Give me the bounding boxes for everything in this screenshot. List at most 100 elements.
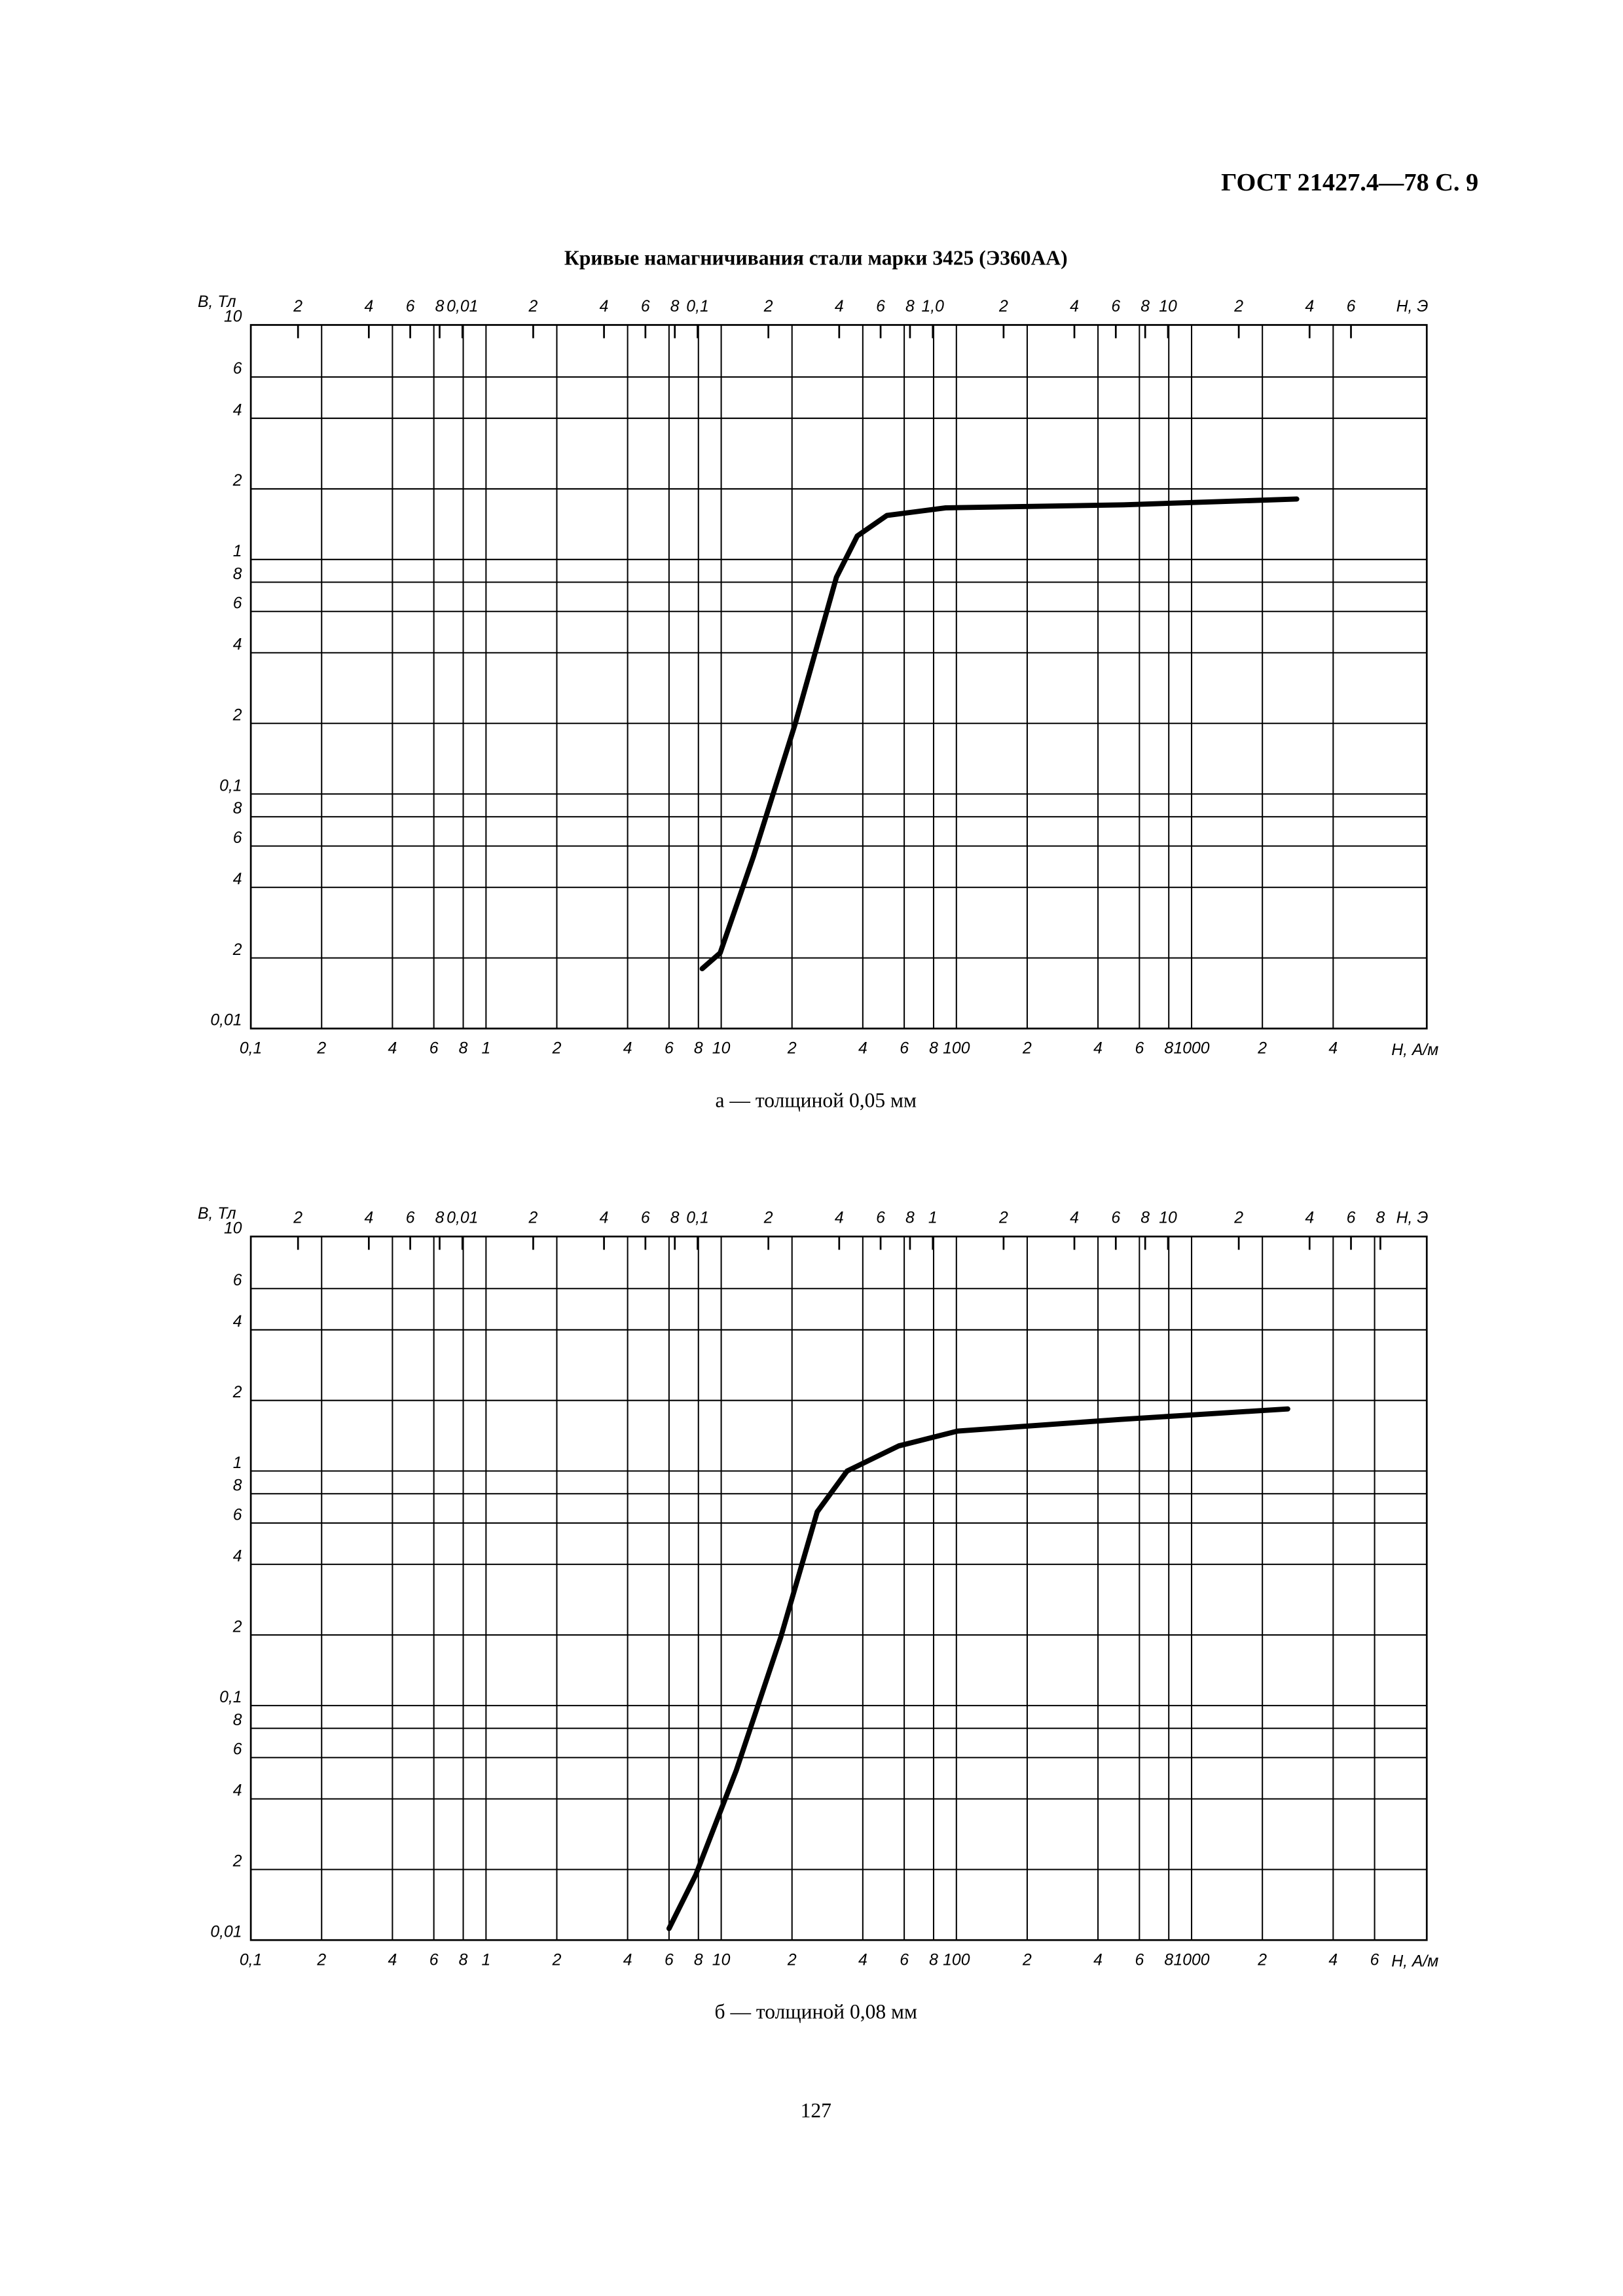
x2-tick-label: 8 [1140, 298, 1150, 315]
x2-tick-label: 4 [364, 1210, 373, 1227]
x2-tick-label: 6 [876, 298, 885, 315]
y-tick-label: 4 [233, 1313, 242, 1331]
x-tick-label: 4 [858, 1040, 867, 1058]
x2-tick-label: 8 [435, 298, 445, 315]
x-tick-label: 4 [1328, 1040, 1338, 1058]
x-tick-label: 8 [694, 1040, 703, 1058]
y-tick-label: 4 [233, 636, 242, 654]
x-tick-label: 2 [1022, 1040, 1032, 1058]
x-tick-label: 6 [1135, 1951, 1144, 1969]
x2-tick-label: 2 [1233, 298, 1243, 315]
x2-tick-label: 8 [905, 1210, 915, 1227]
x2-tick-label: 4 [364, 298, 373, 315]
x2-tick-label: 6 [1347, 298, 1356, 315]
x-tick-label: 2 [316, 1040, 326, 1058]
x-tick-label: 1000 [1173, 1951, 1209, 1969]
y-tick-label: 6 [233, 1741, 242, 1759]
x-tick-label: 6 [900, 1951, 909, 1969]
x-tick-label: 2 [552, 1951, 562, 1969]
x2-tick-label: 6 [641, 1210, 650, 1227]
x2-tick-label: 1,0 [922, 298, 945, 315]
x2-tick-label: 6 [1347, 1210, 1356, 1227]
x2-tick-label: 4 [1305, 1210, 1314, 1227]
y-tick-label: 8 [233, 565, 242, 583]
x2-tick-label: 10 [1159, 298, 1177, 315]
x-tick-label: 6 [665, 1951, 674, 1969]
x-tick-label: 100 [943, 1040, 970, 1058]
y-tick-label: 4 [233, 401, 242, 419]
x-tick-label: 4 [388, 1040, 397, 1058]
x2-tick-label: 6 [1111, 1210, 1120, 1227]
x-tick-label: 8 [1164, 1951, 1173, 1969]
x-tick-label: 8 [459, 1040, 468, 1058]
y-tick-label: 2 [232, 1384, 242, 1401]
x2-tick-label: 2 [528, 1210, 538, 1227]
x-tick-label: 4 [623, 1951, 632, 1969]
x-tick-label: 2 [316, 1951, 326, 1969]
y-tick-label: 4 [233, 1547, 242, 1565]
y-tick-label: 2 [232, 941, 242, 959]
x-tick-label: 2 [1257, 1951, 1267, 1969]
y-tick-label: 10 [224, 1219, 242, 1237]
y-tick-label: 6 [233, 595, 242, 613]
y-tick-label: 2 [232, 707, 242, 725]
y-axis-label: B, Тл [198, 293, 236, 311]
x2-tick-label: 2 [763, 298, 773, 315]
x-tick-label: 1 [481, 1951, 490, 1969]
y-tick-label: 4 [233, 870, 242, 888]
x2-tick-label: 8 [1140, 1210, 1150, 1227]
y-tick-label: 2 [232, 1618, 242, 1636]
y-tick-label: 4 [233, 1782, 242, 1800]
x2-tick-label: 6 [1111, 298, 1120, 315]
x2-axis-label: H, Э [1396, 298, 1429, 315]
x2-tick-label: 8 [435, 1210, 445, 1227]
x-axis-label: H, А/м [1391, 1953, 1438, 1971]
y-tick-label: 6 [233, 829, 242, 847]
x-tick-label: 4 [1328, 1951, 1338, 1969]
x2-tick-label: 8 [670, 298, 680, 315]
x2-tick-label: 2 [763, 1210, 773, 1227]
x2-axis-label: H, Э [1396, 1210, 1429, 1227]
y-tick-label: 10 [224, 308, 242, 326]
x2-tick-label: 0,01 [447, 298, 478, 315]
x-tick-label: 8 [929, 1951, 938, 1969]
y-tick-label: 6 [233, 1506, 242, 1524]
y-axis-label: B, Тл [198, 1205, 236, 1223]
caption: а — толщиной 0,05 мм [716, 1088, 917, 1111]
x2-tick-label: 4 [1070, 298, 1079, 315]
x-tick-label: 2 [787, 1040, 797, 1058]
x2-tick-label: 10 [1159, 1210, 1177, 1227]
x-tick-label: 8 [929, 1040, 938, 1058]
x-tick-label: 2 [552, 1040, 562, 1058]
y-tick-label: 0,1 [219, 1689, 242, 1706]
x2-tick-label: 4 [600, 1210, 609, 1227]
x-axis-label: H, А/м [1391, 1041, 1438, 1059]
x-tick-label: 8 [459, 1951, 468, 1969]
x-tick-label: 1000 [1173, 1040, 1209, 1058]
y-tick-label: 2 [232, 472, 242, 490]
x-tick-label: 8 [694, 1951, 703, 1969]
x2-tick-label: 1 [928, 1210, 938, 1227]
y-tick-label: 6 [233, 360, 242, 378]
x2-tick-label: 2 [293, 298, 302, 315]
x-tick-label: 100 [943, 1951, 970, 1969]
x2-tick-label: 0,01 [447, 1210, 478, 1227]
y-tick-label: 8 [233, 1712, 242, 1729]
x2-tick-label: 4 [1305, 298, 1314, 315]
x-tick-label: 0,1 [240, 1951, 262, 1969]
y-tick-label: 2 [232, 1853, 242, 1871]
y-tick-label: 1 [233, 543, 242, 560]
x-tick-label: 10 [712, 1040, 731, 1058]
header: ГОСТ 21427.4—78 С. 9 [1221, 169, 1478, 196]
x-tick-label: 2 [1022, 1951, 1032, 1969]
x2-tick-label: 2 [528, 298, 538, 315]
x2-tick-label: 8 [905, 298, 915, 315]
x2-tick-label: 8 [670, 1210, 680, 1227]
y-tick-label: 0,01 [210, 1012, 242, 1030]
page-number: 127 [801, 2099, 831, 2122]
x-tick-label: 6 [900, 1040, 909, 1058]
x2-tick-label: 6 [641, 298, 650, 315]
x2-tick-label: 6 [876, 1210, 885, 1227]
